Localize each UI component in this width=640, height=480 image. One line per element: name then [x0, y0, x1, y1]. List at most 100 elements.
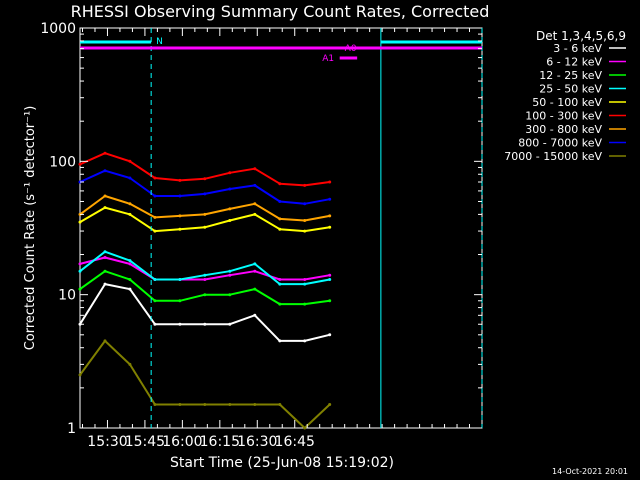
footer-date: 14-Oct-2021 20:01 — [552, 467, 628, 476]
series-point — [178, 194, 182, 198]
series-point — [253, 287, 257, 291]
series-point — [153, 403, 157, 406]
series-point — [228, 219, 232, 222]
series-point — [103, 269, 107, 273]
x-tick-label: 15:30 — [87, 434, 127, 450]
series-point — [253, 262, 257, 266]
series-point — [103, 151, 107, 155]
series-point — [253, 183, 257, 187]
legend-entry-label: 800 - 7000 keV — [518, 137, 602, 150]
series-point — [178, 227, 182, 231]
series-point — [228, 269, 232, 273]
series-point — [128, 176, 132, 180]
series-line — [79, 152, 330, 187]
x-axis-label: Start Time (25-Jun-08 15:19:02) — [170, 455, 394, 471]
series-point — [203, 192, 207, 196]
attenuator-a1-label: A1 — [322, 54, 334, 64]
series-point — [203, 403, 207, 406]
series-point — [278, 278, 282, 281]
series-point — [303, 183, 307, 187]
series-point — [253, 313, 257, 317]
series-point — [178, 178, 182, 182]
series-point — [303, 302, 307, 306]
series-line — [79, 339, 331, 429]
series-point — [128, 262, 132, 266]
series-point — [228, 403, 232, 406]
series-point — [228, 273, 232, 277]
series-point — [103, 206, 107, 210]
series-point — [103, 339, 107, 343]
series-point — [228, 322, 232, 326]
legend-entry-label: 300 - 800 keV — [525, 123, 602, 136]
series-point — [278, 282, 282, 286]
x-tick-label: 16:45 — [275, 434, 315, 450]
series-point — [203, 322, 207, 326]
series-point — [328, 333, 332, 337]
series-point — [203, 293, 207, 297]
series-point — [203, 278, 207, 281]
series-point — [328, 180, 332, 184]
series-layer — [78, 151, 332, 430]
series-point — [278, 227, 282, 231]
series-point — [303, 229, 307, 233]
series-line — [79, 283, 330, 342]
series-point — [128, 362, 132, 366]
series-point — [178, 403, 182, 406]
series-point — [278, 182, 282, 186]
series-point — [128, 278, 132, 281]
legend-entry-label: 25 - 50 keV — [539, 83, 602, 96]
series-point — [128, 212, 132, 216]
series-point — [253, 403, 257, 406]
series-point — [153, 215, 157, 219]
series-point — [253, 269, 257, 273]
series-point — [103, 282, 107, 286]
series-point — [128, 259, 132, 263]
legend-entry-label: 50 - 100 keV — [532, 96, 602, 109]
series-point — [303, 219, 307, 222]
y-tick-label: 10 — [58, 288, 76, 304]
series-line — [79, 195, 330, 222]
night-label: N — [156, 37, 163, 47]
y-tick-label: 100 — [49, 154, 76, 170]
y-tick-label: 1000 — [40, 21, 76, 37]
series-point — [278, 302, 282, 306]
series-point — [203, 212, 207, 216]
series-point — [328, 225, 332, 229]
y-axis-label: Corrected Count Rate (s⁻¹ detector⁻¹) — [23, 106, 38, 351]
series-line — [79, 169, 330, 205]
legend-entry-label: 12 - 25 keV — [539, 69, 602, 82]
series-point — [178, 214, 182, 218]
legend-entry-label: 3 - 6 keV — [553, 42, 602, 55]
legend-entry-label: 100 - 300 keV — [525, 110, 602, 123]
series-point — [278, 403, 282, 406]
chart-title: RHESSI Observing Summary Count Rates, Co… — [71, 2, 490, 21]
attenuator-a0-label: A0 — [345, 44, 357, 54]
series-point — [78, 287, 82, 291]
series-point — [153, 278, 157, 281]
annotation-layer: N A0 A1 — [80, 28, 483, 428]
series-point — [328, 299, 332, 303]
series-point — [103, 169, 107, 173]
series-point — [328, 273, 332, 277]
series-point — [228, 293, 232, 297]
plot-frame — [79, 27, 483, 429]
series-point — [228, 187, 232, 191]
legend-entry-label: 7000 - 15000 keV — [504, 150, 602, 163]
series-point — [78, 220, 82, 224]
series-point — [328, 403, 332, 406]
y-tick-label: 1 — [67, 421, 76, 437]
series-point — [328, 197, 332, 201]
series-point — [253, 202, 257, 206]
series-point — [303, 202, 307, 206]
series-point — [128, 159, 132, 163]
series-point — [153, 176, 157, 180]
series-point — [278, 217, 282, 221]
series-point — [228, 207, 232, 211]
series-point — [128, 287, 132, 291]
series-point — [178, 322, 182, 326]
series-point — [78, 262, 82, 266]
series-point — [178, 278, 182, 281]
